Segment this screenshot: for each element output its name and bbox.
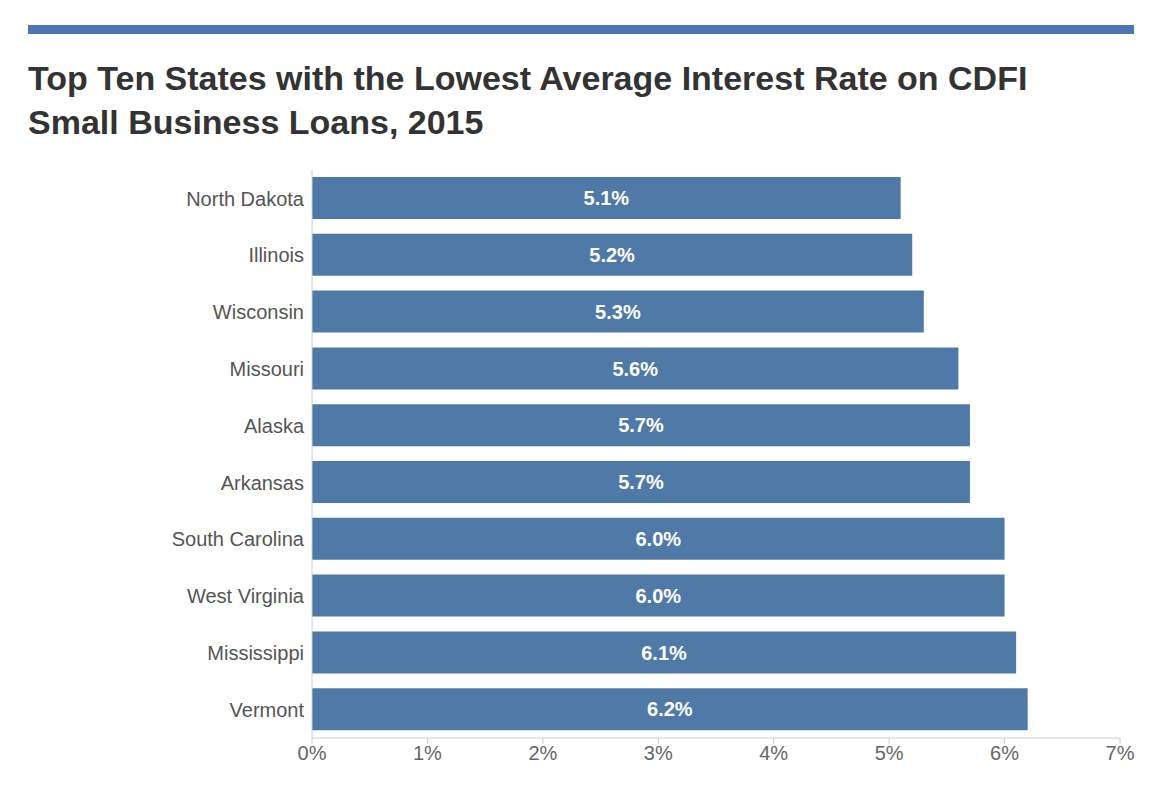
html-text:Top Ten States with the Lowest: Top Ten States with the Lowest Average I… [28, 59, 1028, 141]
svg-text:6.2%: 6.2% [647, 698, 693, 720]
svg-text:5.7%: 5.7% [618, 414, 664, 436]
svg-text:5.2%: 5.2% [589, 244, 635, 266]
svg-text:4%: 4% [759, 742, 788, 764]
svg-text:Mississippi: Mississippi [207, 642, 304, 664]
svg-text:2%: 2% [528, 742, 557, 764]
svg-text:North Dakota: North Dakota [186, 188, 305, 210]
svg-text:1%: 1% [413, 742, 442, 764]
svg-text:6.1%: 6.1% [641, 642, 687, 664]
svg-text:Missouri: Missouri [230, 358, 304, 380]
svg-text:5.7%: 5.7% [618, 471, 664, 493]
svg-text:Alaska: Alaska [244, 415, 305, 437]
svg-text:West Virginia: West Virginia [187, 585, 305, 607]
svg-text:5.6%: 5.6% [612, 358, 658, 380]
svg-text:6%: 6% [990, 742, 1019, 764]
svg-text:Vermont: Vermont [230, 699, 305, 721]
svg-text:0%: 0% [298, 742, 327, 764]
svg-text:5.1%: 5.1% [584, 187, 630, 209]
svg-text:7%: 7% [1106, 742, 1135, 764]
svg-text:3%: 3% [644, 742, 673, 764]
svg-text:5.3%: 5.3% [595, 301, 641, 323]
svg-text:Illinois: Illinois [248, 244, 304, 266]
svg-text:Arkansas: Arkansas [221, 472, 304, 494]
svg-text:6.0%: 6.0% [635, 528, 681, 550]
svg-text:Wisconsin: Wisconsin [213, 301, 304, 323]
svg-text:South Carolina: South Carolina [172, 528, 305, 550]
svg-text:6.0%: 6.0% [635, 585, 681, 607]
svg-text:5%: 5% [875, 742, 904, 764]
